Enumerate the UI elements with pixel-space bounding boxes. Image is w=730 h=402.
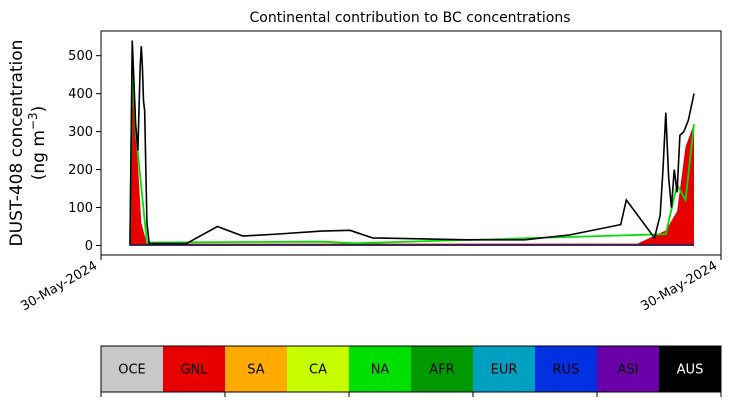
chart-title: Continental contribution to BC concentra… [249,10,570,26]
legend-swatch-sa [225,346,287,392]
legend-swatch-asi [597,346,659,392]
legend-label-eur: EUR [491,363,518,378]
legend-label-afr: AFR [429,363,454,378]
y-tick-label-500: 500 [68,49,93,64]
region-colorbar: OCE GNL SA CA NA AFR EUR RUS ASI AUS [100,345,722,397]
legend-swatch-na [349,346,411,392]
y-tick-label-400: 400 [68,87,93,102]
legend-label-oce: OCE [118,363,146,378]
legend-swatch-gnl [163,346,225,392]
series-line-aus [129,40,695,246]
legend-label-ca: CA [309,363,327,378]
y-tick-label-0: 0 [85,239,93,254]
y-tick-label-300: 300 [68,125,93,140]
series-area-gnl [130,78,694,246]
legend-label-gnl: GNL [180,363,208,378]
legend-label-rus: RUS [553,363,580,378]
legend-label-asi: ASI [618,363,639,378]
legend-label-sa: SA [247,363,264,378]
legend-swatch-rus [535,346,597,392]
x-tick-label-right: 30-May-2024 [638,258,720,314]
legend-swatch-oce [101,346,163,392]
legend-swatch-ca [287,346,349,392]
legend-swatch-afr [411,346,473,392]
y-axis-label-unit-prefix: (ng m [29,130,49,180]
y-tick-label-100: 100 [68,201,93,216]
y-axis-label-unit-exponent: −3 [26,112,40,130]
y-axis-label-line2: (ng m−3) [26,106,49,181]
plot-area [129,40,695,246]
plot-frame [100,30,722,256]
x-axis: 30-May-2024 30-May-2024 [18,255,722,314]
legend-frame [100,345,722,393]
x-tick-label-left: 30-May-2024 [18,258,100,314]
legend-swatch-eur [473,346,535,392]
y-axis: 0 100 200 300 400 500 [68,49,101,254]
legend-swatch-aus [659,346,721,392]
y-axis-label-unit-suffix: ) [29,106,49,113]
y-axis-label-line1: DUST-408 concentration [7,40,27,247]
y-axis-label: DUST-408 concentration (ng m−3) [7,40,49,247]
legend-label-aus: AUS [677,363,704,378]
y-tick-label-200: 200 [68,163,93,178]
series-line-na [129,59,695,246]
legend-label-na: NA [371,363,390,378]
